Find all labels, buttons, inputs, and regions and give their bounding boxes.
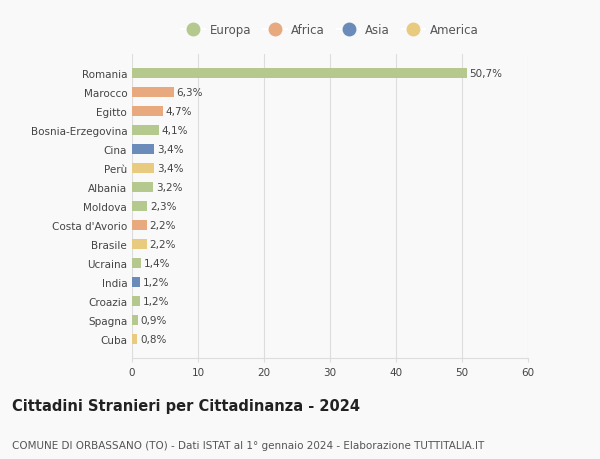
Text: COMUNE DI ORBASSANO (TO) - Dati ISTAT al 1° gennaio 2024 - Elaborazione TUTTITAL: COMUNE DI ORBASSANO (TO) - Dati ISTAT al… (12, 440, 484, 450)
Text: 1,4%: 1,4% (144, 258, 170, 269)
Bar (132, 202, 147, 212)
Bar (132, 182, 153, 193)
Bar (132, 258, 141, 269)
Legend: Europa, Africa, Asia, America: Europa, Africa, Asia, America (179, 22, 481, 39)
Text: 50,7%: 50,7% (469, 69, 502, 79)
Bar (132, 106, 163, 117)
Text: 6,3%: 6,3% (176, 88, 203, 98)
Text: 0,8%: 0,8% (140, 334, 166, 344)
Bar (132, 88, 173, 98)
Bar (132, 315, 138, 325)
Text: Cittadini Stranieri per Cittadinanza - 2024: Cittadini Stranieri per Cittadinanza - 2… (12, 398, 360, 413)
Bar (132, 277, 140, 287)
Bar (132, 239, 146, 250)
Bar (132, 296, 140, 307)
Text: 0,9%: 0,9% (140, 315, 167, 325)
Text: 4,1%: 4,1% (162, 126, 188, 136)
Text: 3,4%: 3,4% (157, 164, 184, 174)
Text: 1,2%: 1,2% (143, 277, 169, 287)
Text: 4,7%: 4,7% (166, 107, 192, 117)
Bar (132, 220, 146, 231)
Bar (132, 69, 467, 79)
Bar (132, 163, 154, 174)
Text: 1,2%: 1,2% (143, 296, 169, 306)
Text: 3,2%: 3,2% (156, 183, 182, 193)
Text: 2,2%: 2,2% (149, 240, 176, 249)
Bar (132, 126, 159, 136)
Text: 3,4%: 3,4% (157, 145, 184, 155)
Bar (132, 145, 154, 155)
Text: 2,2%: 2,2% (149, 220, 176, 230)
Text: 2,3%: 2,3% (150, 202, 176, 212)
Bar (132, 334, 137, 344)
